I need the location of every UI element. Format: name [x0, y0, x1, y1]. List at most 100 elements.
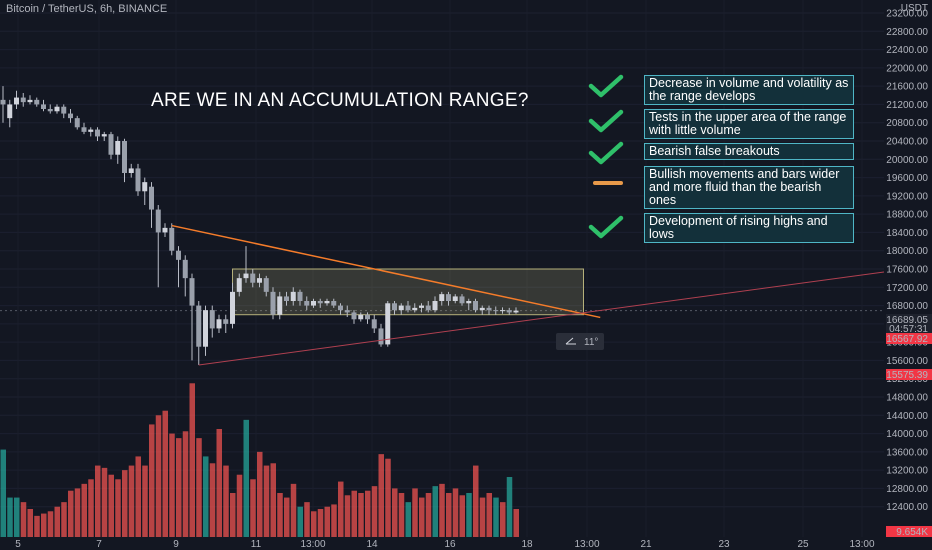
volume-bar: [473, 465, 479, 537]
volume-bar: [0, 449, 6, 537]
candle-body: [162, 227, 168, 233]
candle-body: [88, 129, 94, 132]
volume-bar: [101, 467, 108, 537]
candle-body: [473, 301, 478, 311]
candle-body: [81, 127, 87, 132]
candle-body: [500, 310, 505, 312]
candle-body: [189, 278, 195, 306]
price-tick-label: 18400.00: [886, 228, 928, 239]
candle-body: [378, 328, 384, 345]
price-tick-label: 15600.00: [886, 356, 928, 367]
volume-bar: [419, 497, 425, 537]
time-tick-label: 21: [640, 539, 652, 550]
volume-bar: [365, 490, 371, 537]
candle-body: [324, 301, 330, 304]
volume-bar: [47, 511, 54, 537]
candle-body: [155, 209, 161, 233]
volume-bar: [439, 483, 445, 537]
candle-body: [297, 291, 303, 301]
volume-bar: [176, 438, 182, 537]
candle-body: [459, 296, 465, 304]
price-tick-label: 18800.00: [886, 210, 928, 221]
price-tick-label: 13200.00: [886, 466, 928, 477]
checklist-item-5: Development of rising highs and lows: [644, 213, 854, 243]
check-icon: [588, 215, 624, 239]
candle-body: [392, 303, 397, 311]
candle-body: [223, 319, 229, 324]
time-tick-label: 7: [96, 539, 102, 550]
volume-bar: [115, 479, 121, 537]
candle-body: [311, 301, 316, 306]
price-tick-label: 13600.00: [886, 447, 928, 458]
volume-bar: [486, 493, 492, 537]
candle-body: [439, 294, 445, 301]
volume-bar: [425, 493, 432, 537]
time-tick-label: 9: [173, 539, 179, 550]
candle-body: [257, 278, 262, 283]
current-price-tag: 16689.05 04:57:31: [886, 314, 932, 335]
candle-body: [230, 291, 235, 324]
volume-bar: [203, 456, 209, 537]
candle-body: [47, 109, 53, 112]
volume-bar: [54, 506, 60, 537]
volume-bar: [41, 513, 47, 537]
volume-bar: [270, 463, 276, 537]
candle-body: [344, 310, 350, 313]
volume-bar: [398, 493, 405, 537]
volume-bar: [128, 465, 135, 537]
volume-bar: [88, 479, 94, 537]
countdown-label: 04:57:31: [889, 324, 928, 335]
check-icon: [588, 141, 624, 165]
currency-label: USDT: [901, 3, 928, 14]
candle-body: [277, 296, 283, 315]
candle-body: [135, 168, 141, 192]
time-axis[interactable]: 5 7 9 11 13:00 14 16 18 13:00 21 23 25 13:00: [15, 539, 875, 550]
volume-bar: [257, 451, 263, 537]
candle-body: [479, 307, 485, 311]
volume-bar: [209, 463, 216, 537]
candle-body: [290, 291, 296, 301]
price-axis[interactable]: 23200.00 22800.00 22400.00 22000.00 21600.00…: [886, 9, 928, 514]
volume-bar: [236, 474, 243, 537]
candle-body: [203, 310, 208, 347]
candle-body: [95, 129, 100, 137]
volume-bar: [452, 488, 459, 537]
price-tick-label: 14800.00: [886, 393, 928, 404]
time-tick-label: 11: [251, 539, 262, 550]
volume-bar: [196, 438, 202, 537]
volume-bar: [412, 488, 418, 537]
candle-body: [169, 227, 175, 251]
volume-bar: [277, 493, 283, 537]
volume-bar: [317, 509, 324, 537]
volume-bar: [459, 495, 465, 537]
grid: [0, 12, 884, 508]
time-tick-label: 13:00: [849, 539, 874, 550]
time-tick-label: 13:00: [300, 539, 325, 550]
volume-bar: [162, 410, 168, 537]
descending-trendline: [171, 224, 601, 319]
price-tick-label: 14000.00: [886, 429, 928, 440]
volume-bar: [284, 497, 290, 537]
checklist-item-2: Tests in the upper area of the range wit…: [644, 109, 854, 139]
volume-bar: [149, 424, 155, 537]
volume-bar: [500, 502, 506, 537]
candle-body: [365, 314, 370, 320]
angle-measure[interactable]: 11°: [556, 333, 604, 350]
volume-bar: [338, 481, 344, 537]
volume-bar: [230, 493, 236, 537]
candle-body: [236, 278, 242, 292]
time-tick-label: 25: [797, 539, 809, 550]
candle-body: [34, 99, 40, 105]
volume-bar: [513, 509, 519, 537]
price-tick-label: 20400.00: [886, 137, 928, 148]
candle-body: [7, 104, 13, 119]
candle-body: [0, 99, 6, 105]
candle-body: [243, 273, 249, 279]
candle-body: [513, 310, 519, 313]
candle-body: [142, 182, 148, 192]
volume-bar: [351, 490, 357, 537]
price-tick-label: 16800.00: [886, 301, 928, 312]
volume-bar: [34, 515, 40, 537]
price-tick-label: 17600.00: [886, 265, 928, 276]
